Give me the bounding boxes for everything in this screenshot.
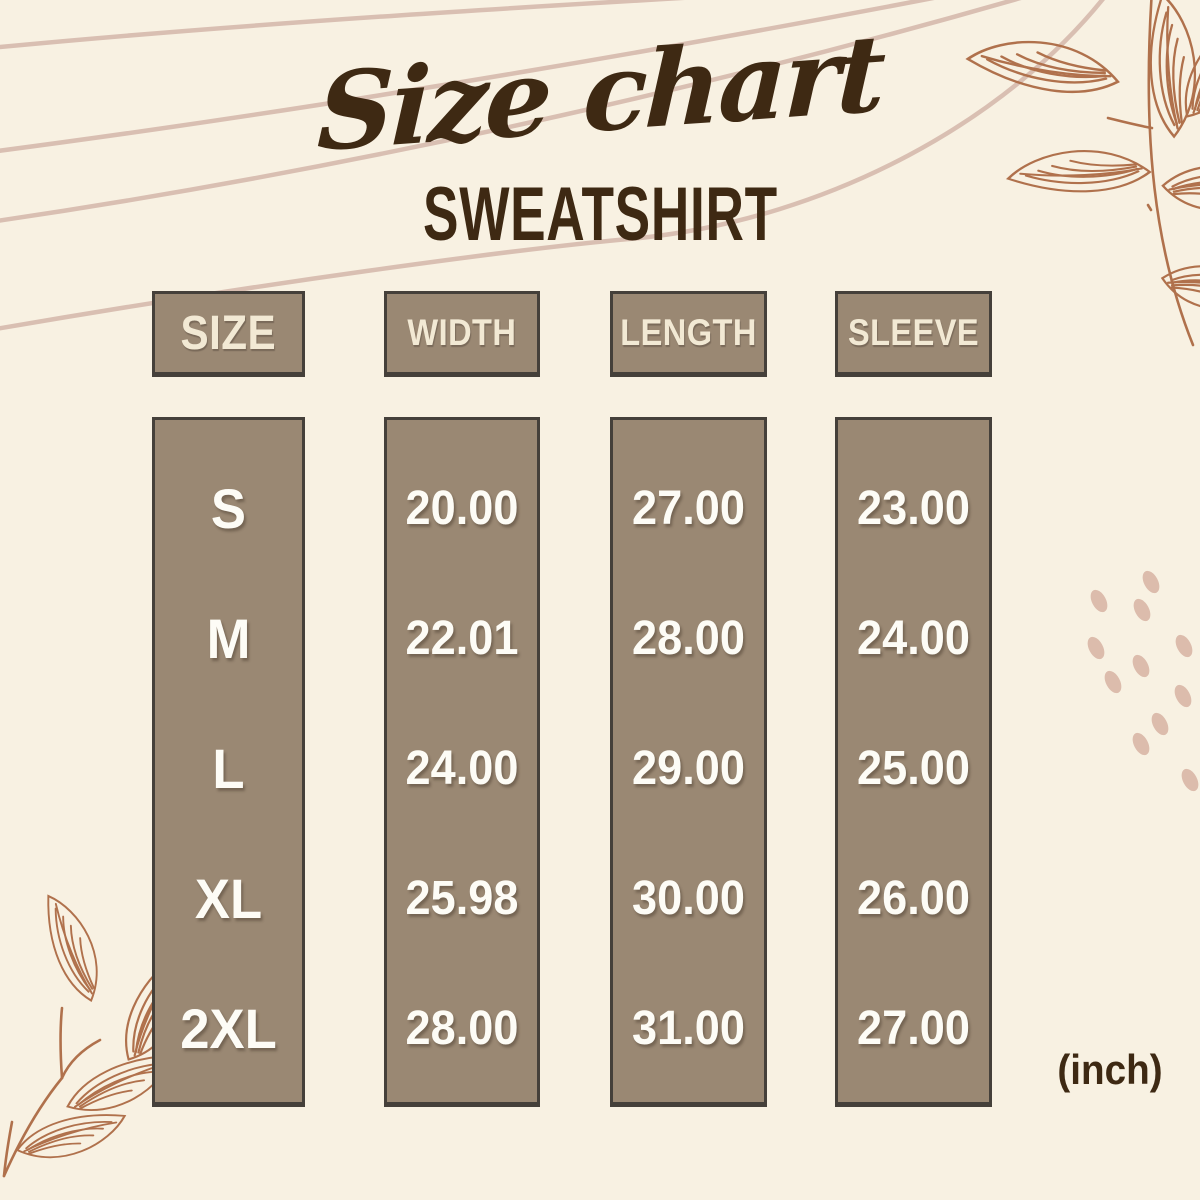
column-header-width: WIDTH: [384, 291, 540, 377]
unit-label: (inch): [1057, 1046, 1163, 1093]
size-cell: L: [212, 737, 245, 800]
column-size: SIZE S M L XL 2XL: [152, 291, 305, 1107]
size-cell: 2XL: [180, 997, 277, 1060]
sleeve-cell: 26.00: [857, 872, 970, 925]
product-name: SWEATSHIRT: [300, 176, 900, 256]
column-width: WIDTH 20.00 22.01 24.00 25.98 28.00: [384, 291, 540, 1107]
length-cell: 29.00: [632, 742, 745, 795]
header-label: SLEEVE: [847, 312, 980, 353]
sleeve-cell: 25.00: [857, 742, 970, 795]
column-body-sleeve: 23.00 24.00 25.00 26.00 27.00: [835, 417, 992, 1107]
width-cell: 25.98: [405, 872, 519, 925]
column-body-length: 27.00 28.00 29.00 30.00 31.00: [610, 417, 767, 1107]
sleeve-cell: 24.00: [857, 612, 970, 665]
column-sleeve: SLEEVE 23.00 24.00 25.00 26.00 27.00: [835, 291, 992, 1107]
sleeve-cell: 27.00: [857, 1002, 970, 1055]
product-name-text: SWEATSHIRT: [422, 172, 778, 257]
column-length: LENGTH 27.00 28.00 29.00 30.00 31.00: [610, 291, 767, 1107]
length-cell: 28.00: [632, 612, 745, 665]
header-label: SIZE: [180, 306, 277, 360]
width-cell: 28.00: [405, 1002, 519, 1055]
size-cell: XL: [194, 867, 263, 930]
column-body-size: S M L XL 2XL: [152, 417, 305, 1107]
leaf-branch-top-right-icon: [964, 0, 1200, 347]
column-body-width: 20.00 22.01 24.00 25.98 28.00: [384, 417, 540, 1107]
column-header-size: SIZE: [152, 291, 305, 377]
header-label: LENGTH: [620, 312, 757, 353]
column-header-sleeve: SLEEVE: [835, 291, 992, 377]
leaf-branch-bottom-left-icon: [2, 888, 209, 1178]
seed-dots-decoration: [1087, 570, 1199, 792]
header-label: WIDTH: [407, 312, 517, 353]
sleeve-cell: 23.00: [857, 482, 970, 535]
size-cell: S: [210, 477, 247, 540]
width-cell: 22.01: [405, 612, 519, 665]
curved-lines-decoration: [0, 0, 1105, 331]
width-cell: 20.00: [405, 482, 519, 535]
length-cell: 31.00: [632, 1002, 745, 1055]
width-cell: 24.00: [405, 742, 519, 795]
size-cell: M: [206, 607, 251, 670]
column-header-length: LENGTH: [610, 291, 767, 377]
length-cell: 30.00: [632, 872, 745, 925]
length-cell: 27.00: [632, 482, 745, 535]
